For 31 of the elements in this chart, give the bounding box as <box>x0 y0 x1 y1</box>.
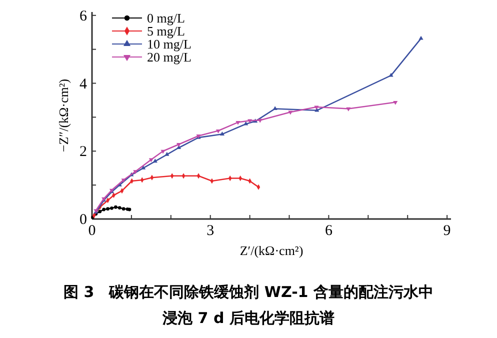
point <box>121 178 126 183</box>
point <box>220 132 224 136</box>
y-tick-label: 0 <box>80 212 87 228</box>
point <box>244 121 248 126</box>
point <box>164 152 170 156</box>
x-axis-title: Z′/(kΩ·cm²) <box>240 243 304 258</box>
text: 图 3 碳钢在不同除铁缓蚀剂 WZ-1 含量的配注污水中浸泡 7 d 后电化学阻抗谱 <box>64 283 434 327</box>
y-tick-label: 2 <box>80 144 87 160</box>
x-tick-label: 6 <box>324 223 333 239</box>
point <box>118 206 122 210</box>
point <box>258 118 262 123</box>
point <box>110 206 114 210</box>
y-tick-label: 4 <box>80 76 88 92</box>
x-tick-label: 3 <box>206 223 214 239</box>
point <box>152 158 158 163</box>
point <box>418 36 424 40</box>
point <box>393 100 398 105</box>
x-tick-label: 9 <box>443 223 451 239</box>
point <box>346 107 351 112</box>
point <box>114 205 118 209</box>
y-tick-label: 6 <box>80 8 88 24</box>
point <box>102 208 106 212</box>
point <box>272 106 278 110</box>
point <box>122 207 126 211</box>
point <box>98 210 102 214</box>
y-axis-title: −Z″/(kΩ·cm²) <box>56 78 71 152</box>
point <box>388 72 394 77</box>
point <box>133 170 138 174</box>
point <box>106 207 110 211</box>
legend-label: 0 mg/L <box>147 10 185 26</box>
point <box>236 120 240 125</box>
